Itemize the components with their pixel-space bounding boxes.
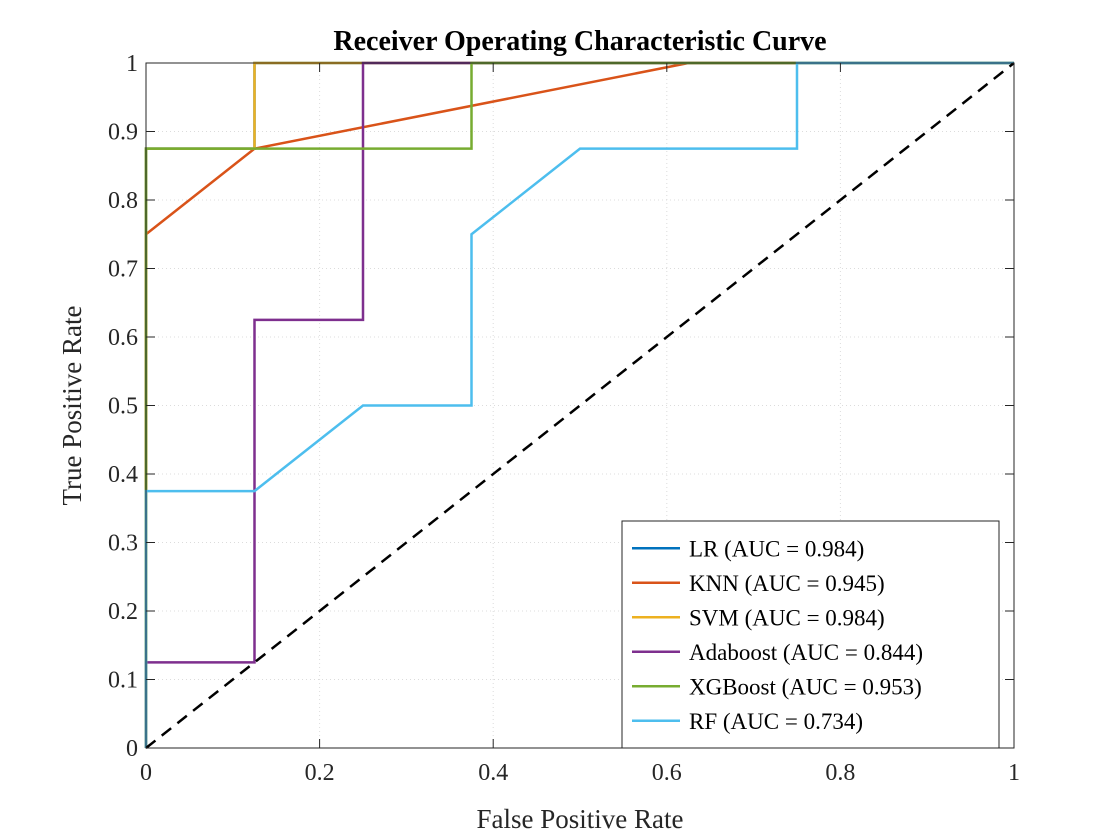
chart-title: Receiver Operating Characteristic Curve — [333, 26, 826, 57]
x-tick-label: 1 — [1008, 760, 1020, 786]
y-tick-label: 0.6 — [108, 325, 138, 351]
x-tick-label: 0.6 — [652, 760, 682, 786]
y-tick-label: 0.5 — [108, 394, 138, 420]
x-tick-label: 0.4 — [478, 760, 508, 786]
legend-entry-0: LR (AUC = 0.984) — [689, 536, 864, 561]
x-tick-label: 0 — [140, 760, 152, 786]
y-tick-label: 0.2 — [108, 599, 138, 625]
legend-entry-3: Adaboost (AUC = 0.844) — [689, 640, 923, 665]
y-tick-label: 0.7 — [108, 257, 138, 283]
reference-diagonal-line — [145, 62, 1015, 749]
legend-box — [621, 520, 1000, 749]
x-tick-label: 0.8 — [825, 760, 855, 786]
axis-ticks: 0 0.2 0.4 0.6 0.8 1 0 0.1 0.2 0.3 0.4 0.5 0.6 0.7 0.8 0… — [108, 51, 1020, 786]
y-tick-label: 0.8 — [108, 188, 138, 214]
series-line-5 — [144, 61, 1014, 748]
y-tick-label: 0.3 — [108, 531, 138, 557]
y-tick-label: 0.4 — [108, 462, 138, 488]
y-axis-label: True Positive Rate — [57, 305, 87, 505]
legend-entry-1: KNN (AUC = 0.945) — [689, 571, 885, 596]
x-axis-label: False Positive Rate — [477, 804, 684, 834]
y-tick-label: 0.9 — [108, 120, 138, 146]
legend-entry-5: RF (AUC = 0.734) — [689, 709, 863, 734]
legend: LR (AUC = 0.984) KNN (AUC = 0.945) SVM (AU… — [621, 520, 1000, 749]
y-tick-label: 0 — [126, 736, 138, 762]
grid — [146, 63, 1014, 748]
y-tick-label: 1 — [126, 51, 138, 77]
x-tick-label: 0.2 — [305, 760, 335, 786]
legend-entry-2: SVM (AUC = 0.984) — [689, 605, 885, 630]
y-tick-label: 0.1 — [108, 668, 138, 694]
legend-entry-4: XGBoost (AUC = 0.953) — [689, 674, 922, 699]
